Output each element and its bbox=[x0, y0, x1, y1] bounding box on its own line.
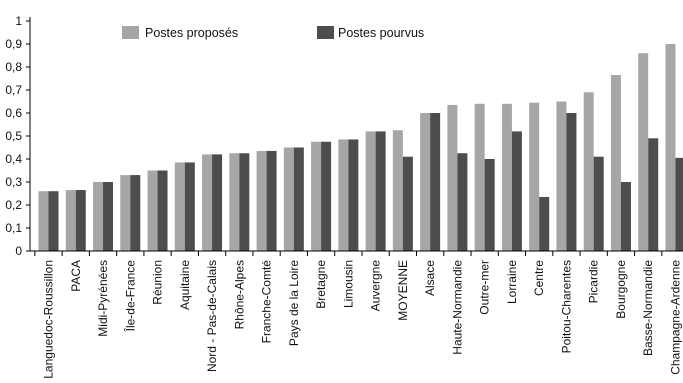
x-category-label: Limousin bbox=[341, 260, 355, 308]
y-tick-label: 0,5 bbox=[5, 129, 22, 143]
x-category-label: Picardie bbox=[587, 260, 601, 304]
y-tick-label: 0,2 bbox=[5, 198, 22, 212]
y-tick-label: 0,1 bbox=[5, 221, 22, 235]
y-tick-label: 0,4 bbox=[5, 152, 22, 166]
x-category-label: Rhône-Alpes bbox=[232, 260, 246, 329]
x-category-label: Franche-Comté bbox=[260, 260, 274, 344]
bar-postes-pourvus bbox=[348, 139, 359, 251]
bar-postes-pourvus bbox=[212, 154, 223, 251]
x-category-label: Haute-Normandie bbox=[450, 260, 464, 355]
y-tick-label: 0,8 bbox=[5, 60, 22, 74]
x-category-label: Auvergne bbox=[369, 260, 383, 312]
bar-postes-pourvus bbox=[484, 159, 495, 251]
bar-postes-pourvus bbox=[48, 191, 59, 251]
bar-postes-pourvus bbox=[375, 131, 386, 251]
legend-label-postes-proposes: Postes proposés bbox=[145, 26, 238, 40]
bar-postes-proposes bbox=[38, 191, 49, 251]
bar-postes-pourvus bbox=[539, 196, 550, 251]
bar-postes-proposes bbox=[365, 131, 376, 251]
bar-postes-proposes bbox=[474, 103, 485, 251]
bar-postes-proposes bbox=[93, 182, 104, 251]
bar-postes-pourvus bbox=[675, 157, 683, 251]
legend-swatch-postes-proposes bbox=[122, 26, 139, 39]
x-category-label: Basse-Normandie bbox=[641, 260, 655, 356]
x-category-label: Poitou-Charentes bbox=[559, 260, 573, 353]
bar-postes-proposes bbox=[311, 141, 322, 251]
bars-group bbox=[38, 44, 683, 252]
x-category-label: Champagne-Ardenne bbox=[668, 260, 682, 375]
bar-postes-proposes bbox=[501, 103, 512, 251]
x-category-label: Île-de-France bbox=[122, 260, 137, 333]
bar-postes-pourvus bbox=[402, 156, 413, 251]
bar-postes-proposes bbox=[229, 153, 240, 251]
bar-postes-pourvus bbox=[75, 190, 86, 251]
x-category-label: Outre-mer bbox=[478, 260, 492, 315]
bar-postes-proposes bbox=[65, 190, 76, 251]
bar-postes-proposes bbox=[174, 162, 185, 251]
bar-postes-proposes bbox=[638, 53, 649, 252]
bar-postes-pourvus bbox=[293, 147, 304, 251]
bar-postes-proposes bbox=[420, 113, 431, 251]
y-tick-label: 0,9 bbox=[5, 37, 22, 51]
bar-postes-proposes bbox=[283, 147, 294, 251]
y-tick-label: 0,7 bbox=[5, 83, 22, 97]
x-category-label: Aquitaine bbox=[178, 260, 192, 310]
x-category-label: Languedoc-Roussillon bbox=[42, 260, 56, 379]
y-tick-label: 0,6 bbox=[5, 106, 22, 120]
x-category-label: Pays de la Loire bbox=[287, 260, 301, 346]
bar-postes-pourvus bbox=[566, 113, 577, 251]
y-tick-label: 0,3 bbox=[5, 175, 22, 189]
bar-postes-proposes bbox=[392, 130, 403, 251]
y-tick-label: 1 bbox=[15, 14, 22, 28]
bar-postes-proposes bbox=[338, 139, 349, 251]
x-category-label: Nord - Pas-de-Calais bbox=[205, 260, 219, 372]
bar-postes-proposes bbox=[529, 102, 540, 252]
bar-postes-pourvus bbox=[184, 162, 195, 251]
y-axis: 0 0,1 0,2 0,3 0,4 0,5 0,6 0,7 0,8 0,9 1 bbox=[5, 14, 31, 258]
x-category-label: Midi-Pyrénées bbox=[96, 260, 110, 337]
bar-postes-proposes bbox=[256, 150, 267, 251]
bar-postes-pourvus bbox=[266, 150, 277, 251]
bar-postes-pourvus bbox=[430, 113, 441, 251]
y-tick-label: 0 bbox=[15, 244, 22, 258]
x-category-label: Centre bbox=[532, 260, 546, 296]
bar-postes-pourvus bbox=[321, 141, 332, 251]
legend: Postes proposés Postes pourvus bbox=[122, 26, 424, 40]
legend-swatch-postes-pourvus bbox=[317, 26, 334, 39]
bar-postes-proposes bbox=[447, 104, 458, 251]
bar-postes-pourvus bbox=[511, 131, 522, 251]
x-category-label: MOYENNE bbox=[396, 260, 410, 321]
bar-postes-pourvus bbox=[103, 182, 114, 251]
bar-postes-pourvus bbox=[620, 182, 631, 251]
legend-label-postes-pourvus: Postes pourvus bbox=[338, 26, 424, 40]
bar-postes-pourvus bbox=[130, 175, 141, 251]
x-category-label: Alsace bbox=[423, 260, 437, 296]
bar-postes-proposes bbox=[147, 170, 158, 251]
bar-postes-pourvus bbox=[648, 138, 659, 251]
x-category-label: Bretagne bbox=[314, 260, 328, 309]
bar-postes-proposes bbox=[556, 101, 567, 251]
x-category-label: PACA bbox=[69, 260, 83, 292]
x-category-label: Bourgogne bbox=[614, 260, 628, 319]
bar-postes-proposes bbox=[202, 154, 213, 251]
bar-postes-proposes bbox=[610, 75, 621, 251]
x-category-label: Réunion bbox=[151, 260, 165, 305]
x-category-label: Lorraine bbox=[505, 260, 519, 304]
x-axis: Languedoc-Roussillon PACA Midi-Pyrénées Île… bbox=[30, 250, 683, 379]
bar-postes-proposes bbox=[120, 175, 131, 251]
bar-postes-pourvus bbox=[593, 156, 604, 251]
bar-postes-proposes bbox=[583, 92, 594, 251]
bar-postes-pourvus bbox=[457, 153, 468, 251]
bar-postes-proposes bbox=[665, 44, 676, 251]
bar-postes-pourvus bbox=[157, 170, 168, 251]
bar-postes-pourvus bbox=[239, 153, 250, 251]
